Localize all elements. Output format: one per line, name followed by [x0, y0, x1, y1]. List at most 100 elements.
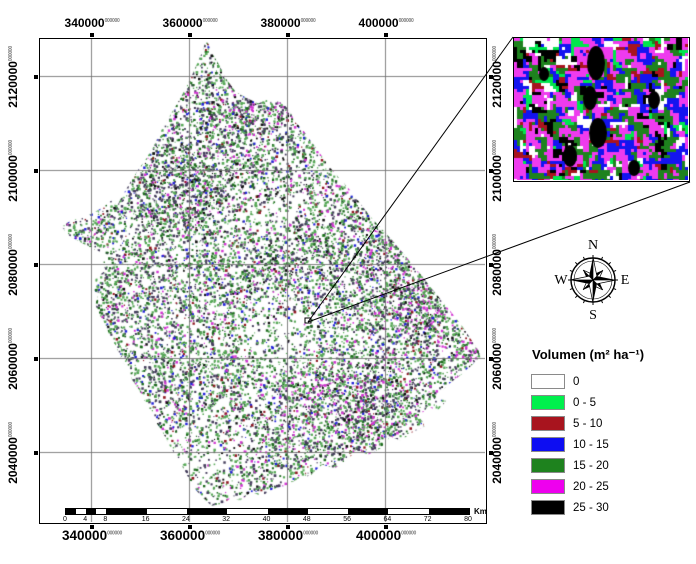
scale-bar-label: 40 — [262, 516, 271, 523]
legend-rows: 0 0 - 5 5 - 10 10 - 15 15 - 20 20 - 25 25 - 30 — [531, 371, 644, 518]
grid-tick — [488, 451, 493, 455]
legend-item: 10 - 15 — [531, 434, 644, 455]
grid-tick — [90, 524, 94, 529]
compass-point-dark — [570, 280, 593, 284]
compass-point-light — [592, 256, 598, 281]
scale-bar-label: 48 — [302, 516, 311, 523]
scale-bar-label: 32 — [222, 516, 231, 523]
legend-swatch — [531, 479, 565, 494]
grid-tick — [34, 75, 38, 79]
coord-superscript: 000000 — [8, 46, 14, 62]
map-frame — [39, 38, 487, 524]
compass-tick — [608, 295, 612, 299]
grid-tick — [488, 263, 493, 267]
compass-tick — [574, 295, 578, 299]
coord-superscript: 000000 — [492, 422, 498, 438]
legend-swatch — [531, 416, 565, 431]
scale-bar-label: 4 — [83, 516, 88, 523]
legend-swatch — [531, 500, 565, 515]
axis-label-right: 2100000000000 — [490, 140, 504, 202]
grid-tick — [488, 357, 493, 361]
compass-tick — [613, 269, 617, 273]
compass-point-light — [588, 279, 594, 304]
compass-west-label: W — [554, 273, 568, 288]
legend-item-label: 0 - 5 — [573, 396, 597, 409]
compass-point-dark — [589, 257, 593, 280]
scale-bar-segment — [348, 509, 389, 514]
inset-map — [513, 37, 690, 182]
compass-south-label: S — [589, 308, 597, 323]
axis-label-left: 2100000000000 — [6, 140, 20, 202]
coord-superscript: 000000 — [8, 140, 14, 156]
legend-title: Volumen (m² ha⁻¹) — [532, 347, 645, 362]
grid-tick — [384, 524, 388, 529]
legend-item: 0 - 5 — [531, 392, 644, 413]
scale-bar-label: 8 — [103, 516, 108, 523]
grid-tick — [34, 169, 38, 173]
legend-item: 25 - 30 — [531, 497, 644, 518]
compass-rose: N E S W — [554, 238, 629, 323]
scale-bar-label: 80 — [464, 516, 472, 523]
legend-item: 20 - 25 — [531, 476, 644, 497]
grid-tick — [34, 357, 38, 361]
compass-tick — [582, 300, 586, 304]
coord-superscript: 000000 — [401, 530, 416, 537]
coord-superscript: 000000 — [492, 328, 498, 344]
scale-bar — [65, 508, 470, 515]
compass-tick — [600, 300, 604, 304]
compass-point-dark — [593, 280, 597, 303]
coord-superscript: 000000 — [492, 46, 498, 62]
coord-superscript: 000000 — [398, 18, 414, 24]
axis-label-bottom: 360000000000 — [160, 528, 220, 543]
compass-tick — [613, 287, 617, 291]
legend-swatch — [531, 437, 565, 452]
coord-superscript: 000000 — [492, 234, 498, 250]
grid-tick — [488, 169, 493, 173]
coord-superscript: 000000 — [104, 18, 120, 24]
coord-superscript: 000000 — [107, 530, 122, 537]
axis-label-left: 2080000000000 — [6, 234, 20, 296]
compass-point-light — [569, 275, 594, 281]
axis-label-right: 2080000000000 — [490, 234, 504, 296]
grid-tick — [188, 524, 192, 529]
coord-superscript: 000000 — [8, 234, 14, 250]
grid-tick — [488, 75, 493, 79]
legend-item-label: 20 - 25 — [573, 480, 609, 493]
legend-swatch — [531, 395, 565, 410]
axis-label-top: 360000000000 — [162, 16, 218, 30]
axis-label-bottom: 340000000000 — [62, 528, 122, 543]
grid-tick — [384, 33, 388, 37]
axis-label-left: 2040000000000 — [6, 422, 20, 484]
legend: Volumen (m² ha⁻¹) 0 0 - 5 5 - 10 10 - 15 15 … — [531, 347, 644, 518]
scale-bar-unit-label: Km — [474, 507, 487, 516]
axis-label-top: 380000000000 — [260, 16, 316, 30]
legend-item: 0 — [531, 371, 644, 392]
axis-label-right: 2120000000000 — [490, 46, 504, 108]
axis-label-bottom: 400000000000 — [356, 528, 416, 543]
scale-bar-segment — [106, 509, 147, 514]
axis-label-top: 400000000000 — [358, 16, 414, 30]
coord-superscript: 000000 — [205, 530, 220, 537]
scale-bar-label: 56 — [343, 516, 351, 523]
scale-bar-label: 72 — [423, 516, 432, 523]
grid-tick — [286, 33, 290, 37]
compass-point-light — [592, 279, 617, 285]
legend-item: 5 - 10 — [531, 413, 644, 434]
compass-north-label: N — [588, 238, 598, 253]
coord-superscript: 000000 — [492, 140, 498, 156]
scale-bar-label: 24 — [181, 516, 190, 523]
grid-tick — [34, 263, 38, 267]
coord-superscript: 000000 — [300, 18, 316, 24]
grid-tick — [90, 33, 94, 37]
coord-superscript: 000000 — [8, 328, 14, 344]
compass-tick — [569, 269, 573, 273]
compass-tick — [600, 256, 604, 260]
axis-label-right: 2060000000000 — [490, 328, 504, 390]
axis-label-left: 2060000000000 — [6, 328, 20, 390]
coord-superscript: 000000 — [303, 530, 318, 537]
compass-tick — [608, 261, 612, 265]
compass-tick — [582, 256, 586, 260]
compass-tick — [574, 261, 578, 265]
legend-item-label: 0 — [573, 375, 580, 388]
